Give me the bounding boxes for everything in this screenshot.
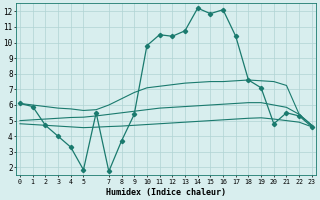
X-axis label: Humidex (Indice chaleur): Humidex (Indice chaleur) <box>106 188 226 197</box>
